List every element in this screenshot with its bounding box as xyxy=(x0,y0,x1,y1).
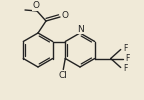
Text: F: F xyxy=(124,44,128,53)
Text: O: O xyxy=(33,2,39,10)
Text: O: O xyxy=(61,12,69,20)
Text: F: F xyxy=(126,54,130,63)
Text: N: N xyxy=(78,24,84,34)
Text: Cl: Cl xyxy=(59,71,68,80)
Text: F: F xyxy=(124,64,128,73)
